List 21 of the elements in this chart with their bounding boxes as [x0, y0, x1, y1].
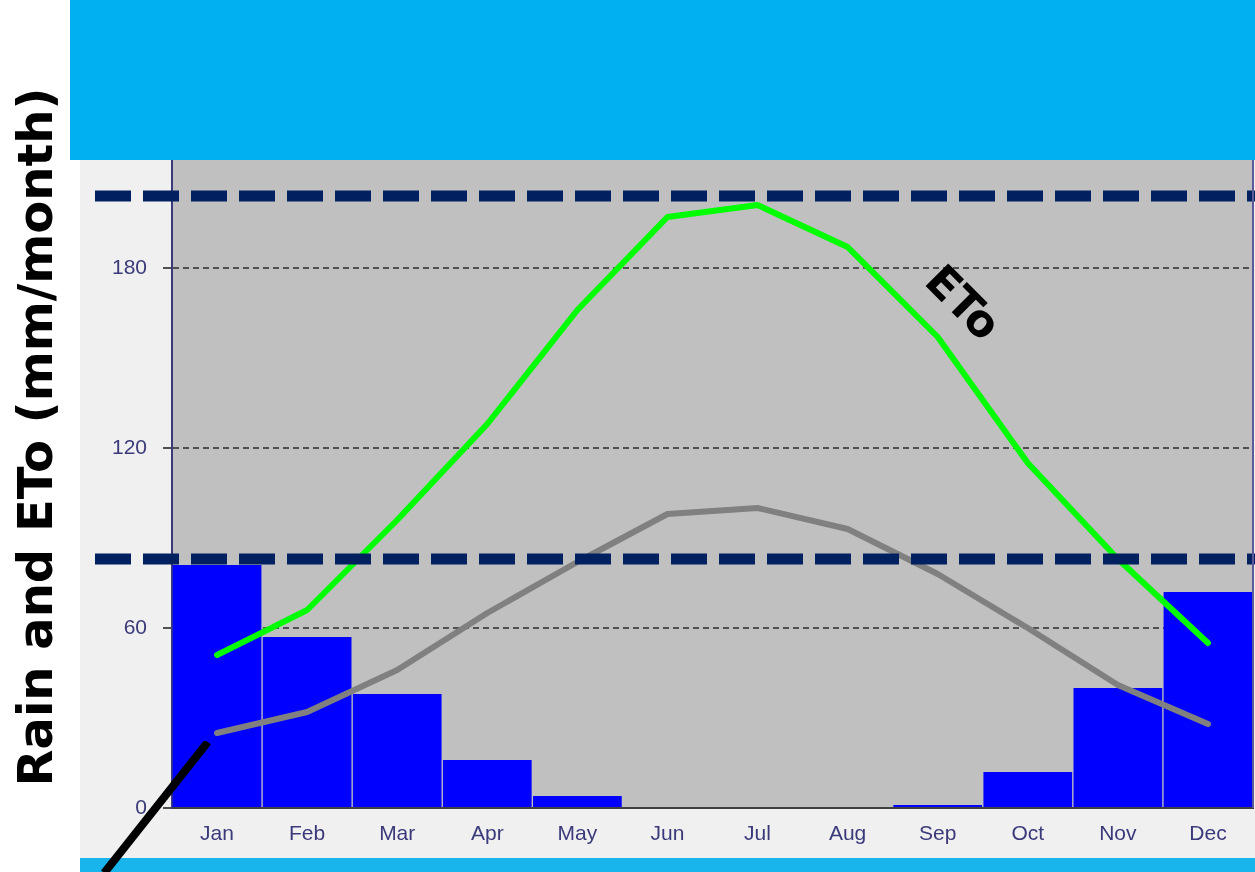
x-tick-label: Oct — [1011, 821, 1045, 845]
bar — [172, 565, 262, 807]
y-axis-title: Rain and ETo (mm/month) — [7, 87, 64, 787]
x-tick-label: Nov — [1099, 821, 1138, 845]
x-tick-label: Feb — [289, 821, 326, 845]
x-tick-label: Sep — [919, 821, 957, 845]
x-tick-label: Jun — [650, 821, 685, 845]
bar — [1163, 592, 1253, 807]
y-tick-label: 0 — [135, 794, 147, 818]
y-tick-label: 180 — [111, 254, 147, 278]
x-tick-label: Jul — [744, 821, 771, 845]
y-tick-label: 120 — [111, 434, 147, 458]
y-tick-label: 60 — [123, 614, 147, 638]
x-tick-label: Mar — [379, 821, 416, 845]
x-tick-label: Dec — [1189, 821, 1227, 845]
bar — [262, 637, 352, 807]
x-tick-label: May — [557, 821, 598, 845]
x-tick-label: Jan — [200, 821, 234, 845]
x-tick-label: Apr — [470, 821, 504, 845]
bar — [1073, 688, 1163, 807]
x-tick-label: Aug — [828, 821, 867, 845]
